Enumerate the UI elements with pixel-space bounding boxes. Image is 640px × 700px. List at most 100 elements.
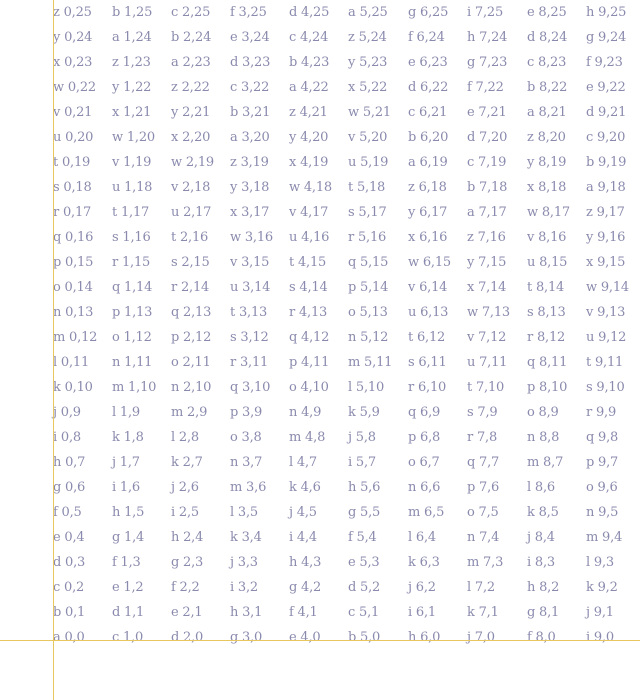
grid-cell-label: z 6,18	[408, 180, 447, 195]
grid-cell-label: s 8,13	[527, 305, 566, 320]
grid-cell-label: e 9,22	[586, 80, 626, 95]
grid-cell-label: h 7,24	[467, 30, 508, 45]
grid-cell-label: u 2,17	[171, 205, 212, 220]
grid-row: j 0,9 l 1,9 m 2,9 p 3,9 n 4,9 k 5,9 q 6,9 s 7,9…	[0, 400, 640, 425]
grid-cell-label: j 8,4	[527, 530, 555, 545]
grid-cell-label: h 2,4	[171, 530, 204, 545]
grid-cell-label: z 0,25	[53, 5, 92, 20]
grid-row: e 0,4 g 1,4 h 2,4 k 3,4 i 4,4 f 5,4 l 6,4 n 7,4…	[0, 525, 640, 550]
grid-cell-label: c 0,2	[53, 580, 85, 595]
grid-row: m 0,12 o 1,12 p 2,12 s 3,12 q 4,12 n 5,12 t 6,…	[0, 325, 640, 350]
grid-cell-label: e 1,2	[112, 580, 144, 595]
grid-cell-label: x 9,15	[586, 255, 626, 270]
grid-cell-label: p 2,12	[171, 330, 212, 345]
grid-cell-label: n 9,5	[586, 505, 619, 520]
grid-cell-label: y 8,19	[527, 155, 567, 170]
grid-cell-label: h 4,3	[289, 555, 322, 570]
grid-cell-label: l 8,6	[527, 480, 555, 495]
grid-cell-label: p 9,7	[586, 455, 619, 470]
grid-cell-label: g 9,24	[586, 30, 627, 45]
grid-cell-label: f 3,25	[230, 5, 267, 20]
grid-cell-label: w 2,19	[171, 155, 215, 170]
grid-row: y 0,24 a 1,24 b 2,24 e 3,24 c 4,24 z 5,24 f 6,…	[0, 25, 640, 50]
grid-cell-label: d 3,23	[230, 55, 271, 70]
grid-cell-label: d 6,22	[408, 80, 449, 95]
grid-cell-label: m 7,3	[467, 555, 504, 570]
grid-cell-label: g 3,0	[230, 630, 263, 645]
grid-row: o 0,14 q 1,14 r 2,14 u 3,14 s 4,14 p 5,14 v 6,…	[0, 275, 640, 300]
grid-cell-label: z 1,23	[112, 55, 151, 70]
grid-cell-label: l 0,11	[53, 355, 90, 370]
grid-cell-label: o 9,6	[586, 480, 618, 495]
grid-cell-label: u 5,19	[348, 155, 389, 170]
grid-cell-label: j 5,8	[348, 430, 376, 445]
grid-cell-label: c 3,22	[230, 80, 270, 95]
grid-cell-label: t 0,19	[53, 155, 91, 170]
grid-cell-label: r 0,17	[53, 205, 92, 220]
grid-cell-label: x 0,23	[53, 55, 93, 70]
grid-cell-label: m 5,11	[348, 355, 393, 370]
grid-row: a 0,0 c 1,0 d 2,0 g 3,0 e 4,0 b 5,0 h 6,0 j 7,0…	[0, 625, 640, 650]
grid-cell-label: g 5,5	[348, 505, 381, 520]
grid-cell-label: x 4,19	[289, 155, 329, 170]
grid-cell-label: o 4,10	[289, 380, 329, 395]
grid-cell-label: m 2,9	[171, 405, 208, 420]
grid-cell-label: c 4,24	[289, 30, 329, 45]
grid-cell-label: e 4,0	[289, 630, 321, 645]
grid-cell-label: r 2,14	[171, 280, 210, 295]
grid-cell-label: l 9,3	[586, 555, 614, 570]
grid-cell-label: l 5,10	[348, 380, 385, 395]
grid-cell-label: i 6,1	[408, 605, 436, 620]
grid-cell-label: z 7,16	[467, 230, 506, 245]
grid-cell-label: m 4,8	[289, 430, 326, 445]
grid-cell-label: a 3,20	[230, 130, 270, 145]
grid-cell-label: x 8,18	[527, 180, 567, 195]
grid-cell-label: a 4,22	[289, 80, 329, 95]
grid-cell-label: i 5,7	[348, 455, 376, 470]
grid-cell-label: s 9,10	[586, 380, 625, 395]
grid-cell-label: x 5,22	[348, 80, 388, 95]
grid-cell-label: b 7,18	[467, 180, 508, 195]
grid-cell-label: i 2,5	[171, 505, 199, 520]
grid-cell-label: s 7,9	[467, 405, 498, 420]
grid-cell-label: k 1,8	[112, 430, 144, 445]
grid-cell-label: f 4,1	[289, 605, 318, 620]
grid-row: d 0,3 f 1,3 g 2,3 j 3,3 h 4,3 e 5,3 k 6,3 m 7,3…	[0, 550, 640, 575]
grid-cell-label: i 8,3	[527, 555, 555, 570]
grid-cell-label: z 5,24	[348, 30, 387, 45]
grid-cell-label: d 0,3	[53, 555, 86, 570]
grid-cell-label: k 5,9	[348, 405, 380, 420]
grid-cell-label: d 5,2	[348, 580, 381, 595]
grid-cell-label: v 3,15	[230, 255, 270, 270]
grid-cell-label: f 6,24	[408, 30, 445, 45]
grid-cell-label: f 8,0	[527, 630, 556, 645]
grid-cell-label: g 8,1	[527, 605, 560, 620]
grid-cell-label: l 2,8	[171, 430, 199, 445]
grid-cell-label: v 0,21	[53, 105, 93, 120]
grid-cell-label: g 4,2	[289, 580, 322, 595]
grid-cell-label: h 0,7	[53, 455, 86, 470]
grid-cell-label: e 2,1	[171, 605, 203, 620]
grid-cell-label: w 7,13	[467, 305, 511, 320]
grid-cell-label: o 5,13	[348, 305, 388, 320]
grid-cell-label: e 5,3	[348, 555, 380, 570]
grid-cell-label: g 2,3	[171, 555, 204, 570]
grid-cell-label: w 0,22	[53, 80, 97, 95]
grid-cell-label: y 2,21	[171, 105, 211, 120]
grid-cell-label: p 3,9	[230, 405, 263, 420]
grid-cell-label: q 3,10	[230, 380, 271, 395]
grid-cell-label: v 5,20	[348, 130, 388, 145]
grid-cell-label: j 1,7	[112, 455, 140, 470]
grid-cell-label: z 4,21	[289, 105, 328, 120]
grid-row: r 0,17 t 1,17 u 2,17 x 3,17 v 4,17 s 5,17 y 6,…	[0, 200, 640, 225]
vertical-axis-line	[53, 0, 54, 700]
grid-cell-label: q 7,7	[467, 455, 500, 470]
grid-cell-label: j 9,1	[586, 605, 614, 620]
grid-cell-label: i 9,0	[586, 630, 614, 645]
grid-cell-label: n 3,7	[230, 455, 263, 470]
grid-cell-label: j 0,9	[53, 405, 81, 420]
grid-cell-label: n 4,9	[289, 405, 322, 420]
grid-cell-label: i 1,6	[112, 480, 140, 495]
grid-cell-label: p 5,14	[348, 280, 389, 295]
